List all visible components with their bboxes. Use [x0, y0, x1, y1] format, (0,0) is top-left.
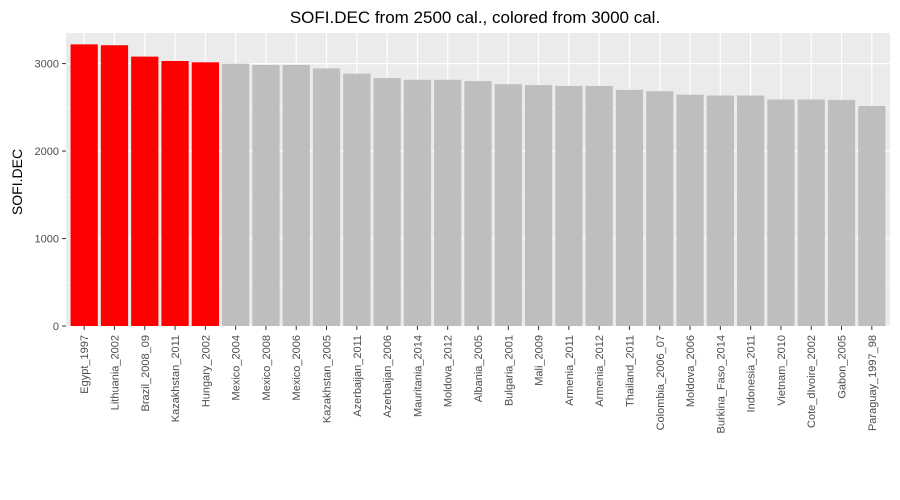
y-tick-label: 3000: [35, 59, 59, 71]
x-tick-label: Kazakhstan_2005: [322, 335, 334, 423]
chart-title: SOFI.DEC from 2500 cal., colored from 30…: [290, 8, 660, 27]
x-tick-label: Vietnam_2010: [776, 335, 788, 406]
bar-hungary-2002: [191, 62, 219, 327]
x-tick-label: Egypt_1997: [79, 335, 91, 394]
bar-burkina-faso-2014: [706, 95, 734, 326]
x-tick-label: Gabon_2005: [837, 335, 849, 399]
bars: [70, 44, 886, 327]
bar-armenia-2011: [555, 85, 583, 327]
bar-gabon-2005: [827, 99, 856, 326]
bar-cote-divoire-2002: [797, 99, 825, 326]
bar-moldova-2006: [676, 94, 704, 326]
x-tick-label: Moldova_2006: [685, 335, 697, 407]
x-tick-label: Kazakhstan_2011: [170, 335, 182, 422]
x-tick-label: Armenia_2012: [594, 335, 606, 407]
x-tick-label: Armenia_2011: [564, 335, 576, 406]
bar-brazil-2008-09: [131, 56, 159, 326]
y-tick-label: 0: [53, 321, 59, 333]
x-tick-label: Mali_2009: [534, 335, 546, 386]
y-axis: 0 1000 2000 3000: [35, 59, 66, 333]
bar-mali-2009: [524, 85, 553, 326]
x-tick-label: Moldova_2012: [443, 335, 455, 407]
bar-vietnam-2010: [767, 99, 795, 326]
x-tick-label: Lithuania_2002: [109, 335, 121, 410]
x-tick-label: Brazil_2008_09: [140, 335, 152, 411]
x-tick-label: Azerbaijan_2011: [352, 335, 364, 417]
x-tick-label: Thailand_2011: [624, 335, 636, 407]
bar-colombia-2006-07: [646, 91, 674, 326]
bar-armenia-2012: [585, 85, 613, 327]
x-tick-label: Mexico_2008: [261, 335, 273, 400]
x-tick-label: Hungary_2002: [200, 335, 212, 407]
bar-azerbaijan-2006: [373, 78, 401, 327]
x-tick-label: Mauritania_2014: [412, 335, 424, 417]
x-tick-label: Azerbaijan_2006: [382, 335, 394, 418]
y-axis-label: SOFI.DEC: [9, 149, 25, 215]
bar-bulgaria-2001: [494, 84, 522, 326]
x-tick-label: Colombia_2006_07: [655, 335, 667, 430]
x-tick-label: Mexico_2006: [291, 335, 303, 400]
bar-kazakhstan-2005: [312, 68, 341, 326]
x-tick-label: Indonesia_2011: [746, 335, 758, 412]
x-tick-label: Bulgaria_2001: [503, 335, 515, 406]
bar-moldova-2012: [434, 79, 462, 326]
bar-paraguay-1997-98: [858, 106, 886, 326]
bar-kazakhstan-2011: [161, 60, 189, 326]
bar-mexico-2008: [252, 64, 280, 326]
bar-egypt-1997: [70, 44, 98, 326]
x-tick-label: Mexico_2004: [231, 335, 243, 400]
bar-azerbaijan-2011: [343, 73, 371, 326]
bar-mexico-2006: [282, 64, 310, 326]
x-tick-label: Albania_2005: [473, 335, 485, 402]
bar-mauritania-2014: [403, 79, 432, 326]
y-tick-label: 2000: [35, 146, 59, 158]
bar-thailand-2011: [615, 89, 644, 327]
bar-mexico-2004: [222, 63, 250, 326]
y-tick-label: 1000: [35, 234, 59, 246]
x-tick-label: Cote_dIvoire_2002: [806, 335, 818, 428]
bar-lithuania-2002: [100, 45, 129, 326]
x-axis: Egypt_1997 Lithuania_2002 Brazil_2008_09 Ka…: [79, 326, 879, 433]
bar-albania-2005: [464, 81, 492, 326]
x-tick-label: Paraguay_1997_98: [867, 335, 879, 431]
x-tick-label: Burkina_Faso_2014: [715, 335, 727, 433]
bar-indonesia-2011: [737, 95, 765, 326]
